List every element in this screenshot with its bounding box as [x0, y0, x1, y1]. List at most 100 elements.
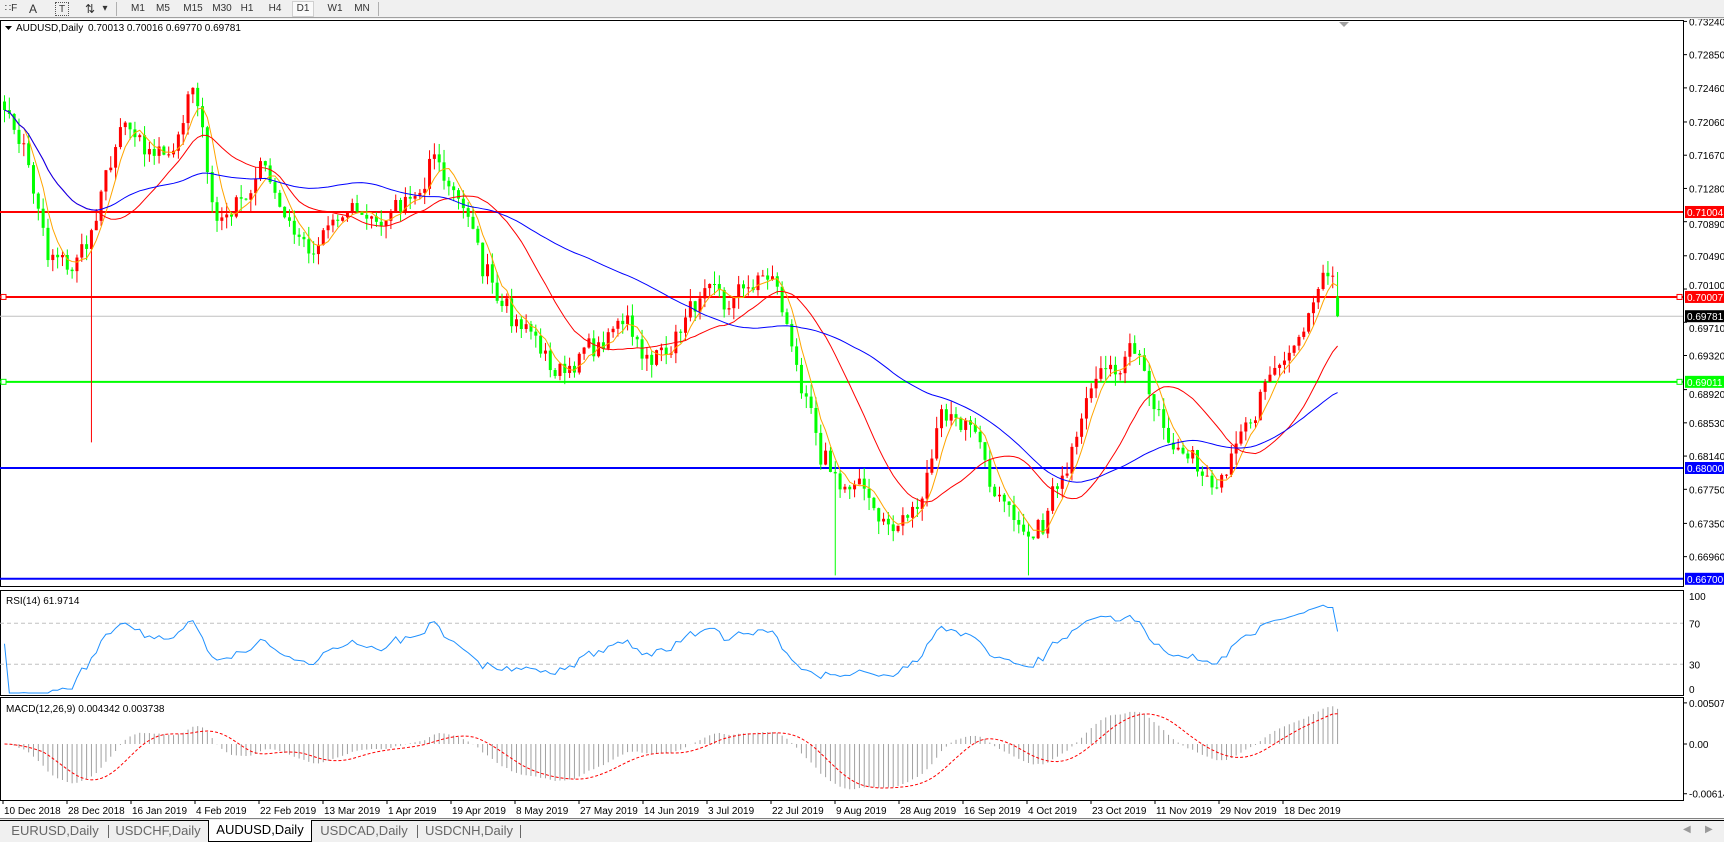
candle-body [322, 230, 325, 245]
candle-body [462, 199, 465, 208]
candle-body [1109, 365, 1112, 369]
price-tick-label: 0.68530 [1689, 419, 1724, 430]
candle-body [766, 275, 769, 279]
candle-body [645, 355, 648, 359]
candle-body [805, 393, 808, 396]
candle-body [457, 190, 460, 199]
tab-usdchf[interactable]: USDCHF,Daily [110, 821, 206, 842]
candle-body [1133, 343, 1136, 354]
scroll-left-icon[interactable]: ◀ [1683, 824, 1691, 835]
candle-body [684, 317, 687, 332]
candle-body [148, 149, 151, 154]
timeframe-m1[interactable]: M1 [128, 2, 148, 16]
candle-body [1239, 431, 1242, 443]
line-handle [1, 379, 6, 384]
text-label-icon[interactable]: T [55, 2, 69, 16]
candle-body [114, 147, 117, 168]
candle-body [143, 135, 146, 154]
candle-body [331, 220, 334, 226]
candle-body [409, 197, 412, 199]
candle-body [46, 228, 49, 260]
candle-body [307, 239, 310, 253]
candle-body [708, 284, 711, 288]
tab-separator [108, 825, 109, 838]
candle-body [206, 127, 209, 172]
tab-eurusd[interactable]: EURUSD,Daily [5, 821, 105, 842]
timeframe-m30[interactable]: M30 [210, 2, 234, 16]
line-handle [1, 294, 6, 299]
candle-body [182, 123, 185, 134]
candle-body [1331, 276, 1334, 277]
date-tick-label: 28 Aug 2019 [900, 806, 957, 817]
candle-body [1119, 373, 1122, 374]
candle-body [534, 332, 537, 336]
candle-body [1138, 354, 1141, 355]
candle-body [814, 408, 817, 433]
grid-icon[interactable]: ∷F [3, 2, 19, 16]
macd-pane: 0.0050760.00-0.00614 [5, 699, 1724, 801]
timeframe-mn[interactable]: MN [352, 2, 372, 16]
candle-body [51, 255, 54, 260]
candle-body [1268, 375, 1271, 382]
candle-body [1046, 511, 1049, 534]
candle-body [1182, 448, 1185, 454]
candle-body [737, 284, 740, 296]
candle-body [56, 255, 59, 257]
timeframe-m5[interactable]: M5 [153, 2, 173, 16]
candle-body [220, 217, 223, 220]
macd-tick-label: -0.00614 [1689, 790, 1724, 801]
timeframe-h1[interactable]: H1 [238, 2, 256, 16]
candle-body [1249, 422, 1252, 423]
horizontal-lines [0, 212, 1683, 579]
tab-usdcnh[interactable]: USDCNH,Daily [419, 821, 519, 842]
candle-body [1153, 394, 1156, 409]
candle-body [983, 442, 986, 460]
candle-body [1336, 296, 1339, 316]
candle-body [500, 301, 503, 306]
candle-body [1302, 332, 1305, 337]
candle-body [911, 507, 914, 518]
candle-body [544, 351, 547, 354]
date-tick-label: 3 Jul 2019 [708, 806, 755, 817]
candle-body [998, 495, 1001, 496]
timeframe-h4[interactable]: H4 [266, 2, 284, 16]
candle-body [621, 321, 624, 324]
candle-body [1201, 471, 1204, 475]
chart-shift-marker[interactable] [1339, 22, 1349, 27]
candle-body [790, 324, 793, 346]
collapse-triangle-icon[interactable] [5, 26, 12, 30]
toolbar-separator [378, 2, 379, 16]
candle-body [496, 283, 499, 301]
tab-separator [417, 825, 418, 838]
text-icon[interactable]: A [26, 2, 40, 16]
candle-body [1293, 346, 1296, 353]
candle-body [882, 519, 885, 522]
candle-body [761, 275, 764, 276]
price-label: 0.69011 [1687, 378, 1723, 389]
candle-body [1211, 476, 1214, 488]
candle-body [626, 315, 629, 324]
candle-body [940, 409, 943, 428]
line-handle [1677, 294, 1682, 299]
tab-usdcad[interactable]: USDCAD,Daily [314, 821, 414, 842]
candle-body [689, 301, 692, 317]
arrows-icon[interactable]: ⇅ [82, 2, 98, 16]
candle-body [1061, 476, 1064, 489]
scroll-right-icon[interactable]: ▶ [1705, 824, 1713, 835]
rsi-line [5, 605, 1338, 693]
candle-body [1003, 495, 1006, 502]
candle-body [341, 217, 344, 220]
timeframe-w1[interactable]: W1 [325, 2, 345, 16]
tab-audusd[interactable]: AUDUSD,Daily [208, 820, 312, 842]
dropdown-icon[interactable]: ▾ [100, 2, 110, 16]
candle-body [438, 154, 441, 162]
date-tick-label: 10 Dec 2018 [4, 806, 61, 817]
candle-body [104, 170, 107, 191]
timeframe-m15[interactable]: M15 [181, 2, 205, 16]
timeframe-d1[interactable]: D1 [292, 1, 314, 17]
candle-body [505, 298, 508, 306]
price-tick-label: 0.70490 [1689, 252, 1724, 263]
candle-body [549, 351, 552, 370]
